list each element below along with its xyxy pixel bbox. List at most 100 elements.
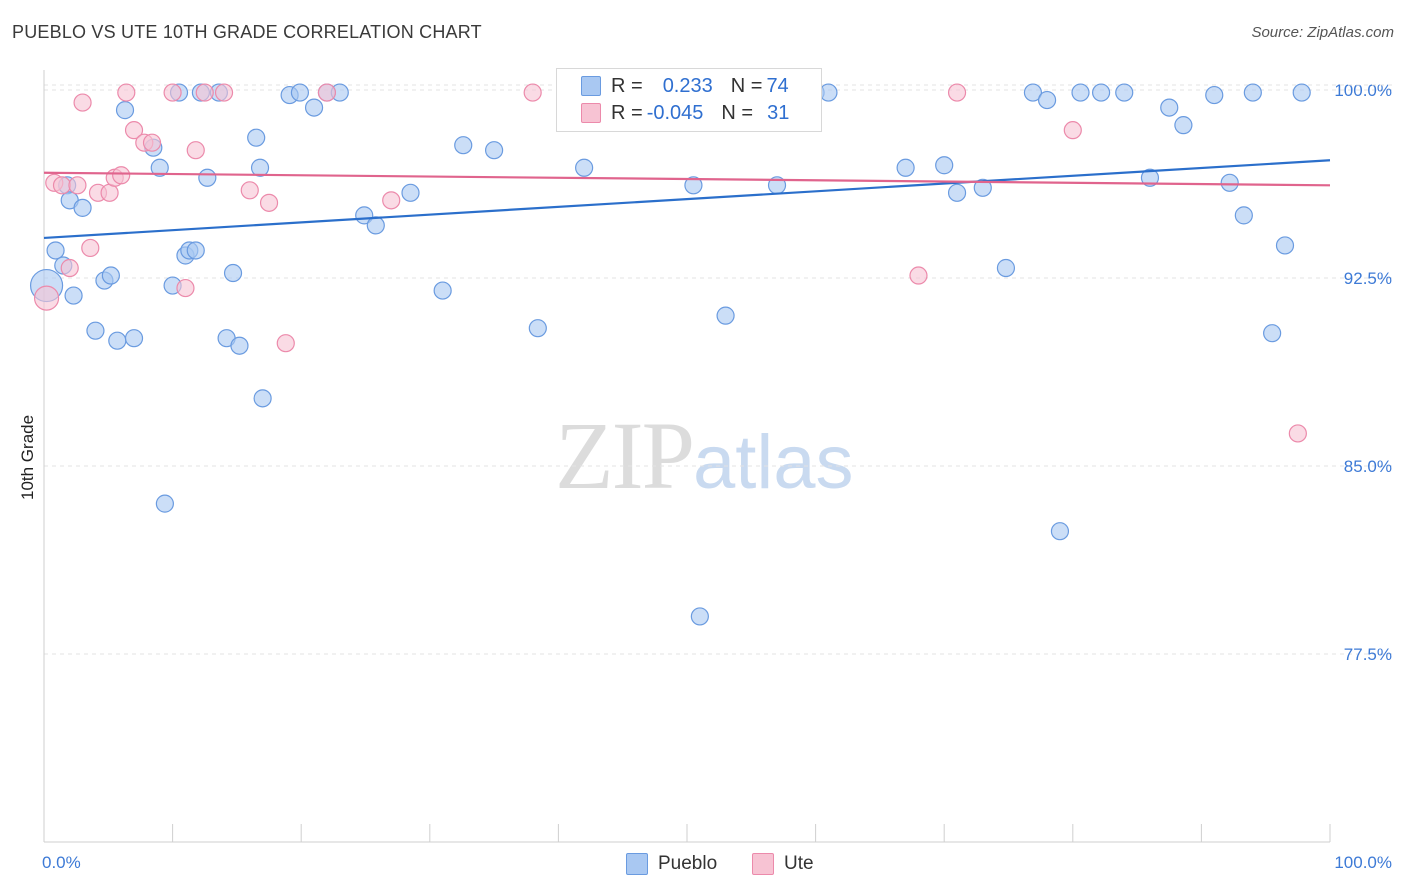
pueblo-point [947, 183, 967, 202]
ute-point [947, 83, 967, 102]
pueblo-point [433, 281, 452, 300]
y-tick-label: 92.5% [1344, 269, 1392, 288]
x-tick-label: 0.0% [42, 853, 81, 872]
watermark: ZIPatlas [555, 400, 854, 511]
pueblo-point [86, 321, 105, 340]
pueblo-point [304, 98, 324, 117]
pueblo-point [101, 266, 120, 285]
ute-trend-line [43, 171, 1331, 187]
pueblo-r-value: 0.233 [662, 74, 713, 97]
pueblo-point [366, 216, 385, 235]
pueblo-point [250, 158, 270, 177]
pueblo-trend-line [43, 159, 1331, 240]
pueblo-swatch [581, 76, 601, 96]
ute-n-value: 31 [767, 101, 790, 124]
ute-point [117, 83, 136, 102]
pueblo-point [935, 156, 954, 175]
watermark-zip: ZIP [555, 402, 695, 509]
ute-point [142, 133, 162, 152]
pueblo-point [223, 263, 243, 283]
bottom-legend-pueblo: Pueblo [626, 852, 717, 876]
pueblo-point [1050, 522, 1070, 541]
ute-point [523, 83, 542, 102]
pueblo-point [1263, 324, 1282, 343]
bottom-ute-label: Ute [784, 853, 814, 874]
pueblo-point [1174, 116, 1193, 135]
pueblo-point [1037, 90, 1057, 110]
pueblo-n-value: 74 [766, 74, 789, 97]
ute-point [33, 285, 60, 311]
pueblo-point [1160, 98, 1179, 117]
ute-point [60, 258, 79, 278]
bottom-legend-ute: Ute [752, 852, 814, 876]
bottom-pueblo-swatch [626, 853, 648, 875]
pueblo-point [716, 306, 735, 325]
ute-point [81, 238, 100, 258]
ute-point [240, 181, 259, 200]
watermark-atlas: atlas [693, 420, 854, 505]
pueblo-point [46, 241, 65, 260]
pueblo-point [1220, 173, 1239, 192]
pueblo-point [485, 141, 504, 160]
pueblo-point [1275, 236, 1295, 255]
ute-point [214, 83, 234, 102]
pueblo-point [1292, 83, 1311, 102]
ute-point [100, 183, 119, 202]
pueblo-point [1091, 83, 1111, 102]
bottom-ute-swatch [752, 853, 774, 875]
source-credit: Source: ZipAtlas.com [1251, 24, 1394, 41]
pueblo-point [896, 158, 915, 177]
ute-point [68, 176, 87, 195]
pueblo-point [198, 168, 217, 187]
pueblo-point [528, 319, 547, 338]
ute-point [259, 193, 279, 212]
pueblo-point [73, 198, 92, 217]
bottom-pueblo-label: Pueblo [658, 853, 718, 874]
pueblo-point [454, 136, 473, 155]
pueblo-point [150, 158, 169, 177]
pueblo-point [124, 329, 144, 348]
pueblo-point [1071, 83, 1090, 102]
legend-row-pueblo: R = 0.233 N = 74 [581, 73, 807, 99]
pueblo-r-label: R = [611, 74, 643, 97]
pueblo-point [1243, 83, 1262, 102]
pueblo-point [819, 83, 838, 102]
y-tick-label: 85.0% [1344, 457, 1392, 476]
pueblo-point [973, 178, 992, 197]
ute-point [1288, 424, 1307, 443]
ute-point [186, 141, 205, 160]
ute-r-value: -0.045 [646, 101, 704, 124]
ute-point [163, 83, 182, 102]
stats-legend: R = 0.233 N = 74 R = -0.045 N = 31 [556, 68, 822, 132]
legend-row-ute: R = -0.045 N = 31 [581, 100, 807, 126]
ute-point [382, 191, 401, 210]
pueblo-point [290, 83, 310, 102]
pueblo-point [1205, 85, 1224, 105]
pueblo-point [230, 336, 249, 355]
pueblo-point [575, 158, 594, 177]
pueblo-point [253, 389, 272, 408]
ute-point [124, 121, 144, 140]
ute-point [112, 166, 131, 185]
y-tick-label: 77.5% [1344, 645, 1392, 664]
ute-point [1063, 121, 1082, 140]
ute-point [176, 278, 195, 298]
pueblo-point [1115, 83, 1134, 102]
ute-swatch [581, 103, 601, 123]
pueblo-point [64, 286, 83, 305]
ute-point [317, 83, 337, 102]
ute-point [276, 334, 295, 353]
pueblo-point [247, 128, 266, 147]
ute-point [195, 83, 214, 102]
pueblo-point [690, 607, 709, 626]
y-tick-label: 100.0% [1334, 81, 1392, 100]
chart-title: PUEBLO VS UTE 10TH GRADE CORRELATION CHA… [12, 22, 482, 42]
pueblo-point [996, 258, 1016, 278]
pueblo-point [1234, 206, 1253, 225]
x-tick-label: 100.0% [1334, 853, 1392, 872]
ute-point [909, 266, 928, 285]
ute-point [52, 176, 72, 195]
pueblo-point [1023, 83, 1043, 102]
ute-n-label: N = [721, 101, 754, 124]
